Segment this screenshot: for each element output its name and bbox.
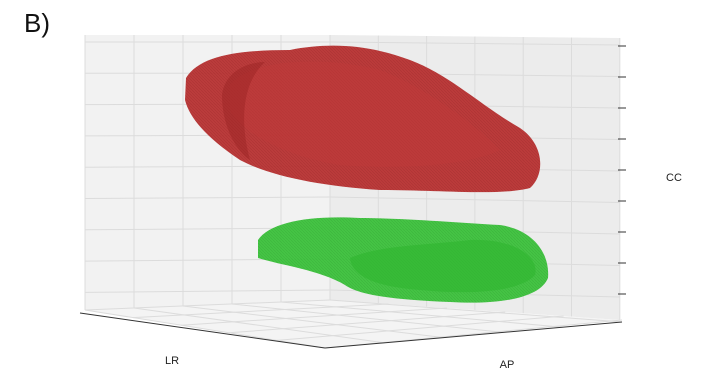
z-axis-label: CC bbox=[666, 172, 682, 184]
x-axis-label: LR bbox=[165, 355, 179, 367]
figure: B) LR AP CC bbox=[0, 0, 704, 373]
y-axis-label: AP bbox=[500, 359, 515, 371]
panel-label: B) bbox=[24, 8, 50, 38]
